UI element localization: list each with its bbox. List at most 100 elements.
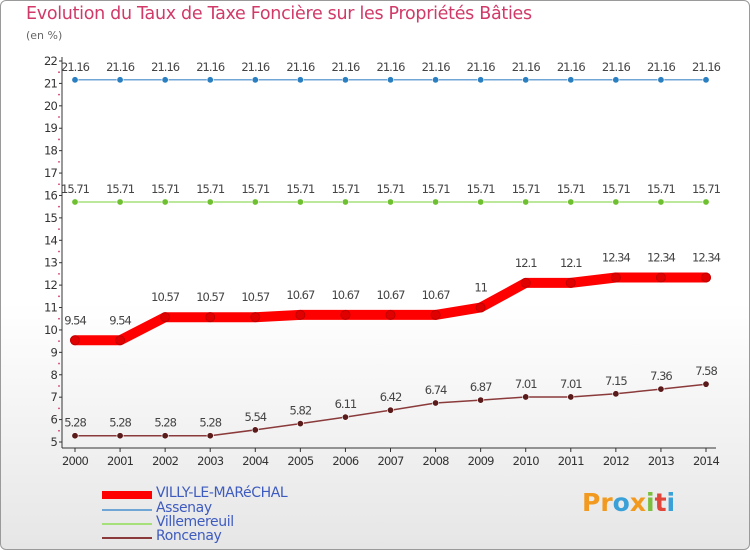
y-minor-tick [58, 93, 60, 96]
y-tick-label: 12 [44, 278, 58, 292]
series-point-0 [701, 272, 711, 283]
data-label-1: 21.16 [106, 60, 135, 74]
series-point-3 [657, 385, 665, 393]
data-label-2: 15.71 [602, 182, 631, 196]
data-label-3: 5.82 [290, 404, 312, 418]
y-minor-tick [58, 385, 60, 387]
x-tick-label: 2014 [693, 454, 720, 468]
logo-part: i [645, 488, 655, 517]
series-point-3 [386, 406, 394, 414]
legend-label-assenay: Assenay [156, 500, 212, 516]
data-label-2: 15.71 [61, 182, 90, 196]
y-minor-tick [58, 273, 60, 275]
y-tick-label: 10 [44, 323, 58, 337]
series-point-1 [522, 76, 530, 84]
y-tick-label: 11 [44, 301, 58, 315]
series-point-2 [206, 198, 214, 206]
y-tick-label: 8 [50, 368, 57, 382]
data-label-1: 21.16 [151, 60, 180, 74]
x-tick-label: 2010 [513, 454, 540, 468]
series-point-1 [341, 76, 349, 84]
data-label-1: 21.16 [557, 60, 586, 74]
x-tick-label: 2000 [62, 454, 89, 468]
y-tick-label: 13 [44, 256, 58, 270]
series-point-1 [702, 76, 710, 84]
data-label-3: 6.42 [380, 390, 402, 404]
series-point-3 [161, 432, 169, 440]
series-point-0 [250, 312, 261, 323]
data-label-2: 15.71 [331, 182, 360, 196]
x-tick-label: 2013 [648, 454, 675, 468]
data-label-0: 10.57 [196, 290, 225, 304]
data-label-3: 5.54 [244, 410, 266, 424]
data-label-3: 6.87 [470, 380, 492, 394]
data-label-3: 7.36 [650, 369, 672, 383]
data-label-0: 9.54 [109, 313, 131, 327]
series-point-2 [71, 198, 79, 206]
series-point-2 [522, 198, 530, 206]
y-tick-label: 6 [50, 413, 57, 427]
y-tick-label: 16 [44, 188, 58, 202]
series-point-0 [565, 277, 576, 288]
legend-swatch-assenay [102, 509, 152, 511]
series-point-3 [206, 432, 214, 440]
y-minor-tick [58, 71, 60, 74]
data-label-1: 21.16 [196, 60, 225, 74]
y-tick-label: 21 [44, 76, 58, 90]
logo-part: i [666, 488, 676, 517]
data-label-0: 12.34 [692, 250, 721, 264]
data-label-3: 5.28 [154, 416, 176, 430]
y-minor-tick [58, 317, 60, 320]
series-point-3 [522, 393, 530, 401]
data-label-2: 15.71 [106, 182, 135, 196]
series-point-1 [296, 76, 304, 84]
data-label-3: 7.58 [695, 364, 717, 378]
series-point-0 [430, 309, 441, 320]
series-point-3 [612, 390, 620, 398]
y-tick-label: 22 [44, 54, 58, 68]
series-point-1 [161, 76, 169, 84]
y-minor-tick [58, 250, 60, 253]
data-label-0: 12.34 [647, 250, 676, 264]
y-tick-label: 9 [50, 345, 57, 359]
series-point-0 [610, 272, 621, 283]
series-point-0 [205, 312, 216, 323]
series-point-1 [477, 76, 485, 84]
series-point-2 [702, 198, 710, 206]
data-label-1: 21.16 [422, 60, 451, 74]
y-tick-label: 19 [44, 121, 58, 135]
y-minor-tick [58, 205, 60, 208]
x-tick-label: 2009 [468, 454, 495, 468]
data-label-2: 15.71 [467, 182, 496, 196]
data-label-0: 10.57 [151, 290, 180, 304]
data-label-3: 7.15 [605, 374, 627, 388]
series-point-2 [386, 198, 394, 206]
data-label-3: 6.11 [335, 397, 357, 411]
y-tick-label: 5 [50, 435, 57, 449]
series-point-3 [702, 380, 710, 388]
data-label-2: 15.71 [377, 182, 406, 196]
data-label-1: 21.16 [331, 60, 360, 74]
series-point-2 [432, 198, 440, 206]
series-point-1 [116, 76, 124, 84]
logo-part: t [654, 488, 667, 517]
chart-title: Evolution du Taux de Taxe Foncière sur l… [26, 4, 532, 24]
series-point-2 [251, 198, 259, 206]
legend-swatch-roncenay [102, 537, 152, 539]
logo-part: Pr [582, 488, 613, 517]
series-point-3 [567, 393, 575, 401]
x-tick-label: 2012 [603, 454, 630, 468]
legend-label-roncenay: Roncenay [156, 528, 222, 544]
data-label-0: 12.1 [515, 256, 537, 270]
y-minor-tick [58, 407, 60, 410]
data-label-0: 10.67 [377, 288, 406, 302]
series-point-2 [116, 198, 124, 206]
series-line-0 [70, 272, 711, 346]
data-label-1: 21.16 [286, 60, 315, 74]
data-label-2: 15.71 [241, 182, 270, 196]
series-point-1 [567, 76, 575, 84]
data-label-1: 21.16 [647, 60, 676, 74]
data-label-1: 21.16 [692, 60, 721, 74]
y-minor-tick [58, 183, 60, 186]
